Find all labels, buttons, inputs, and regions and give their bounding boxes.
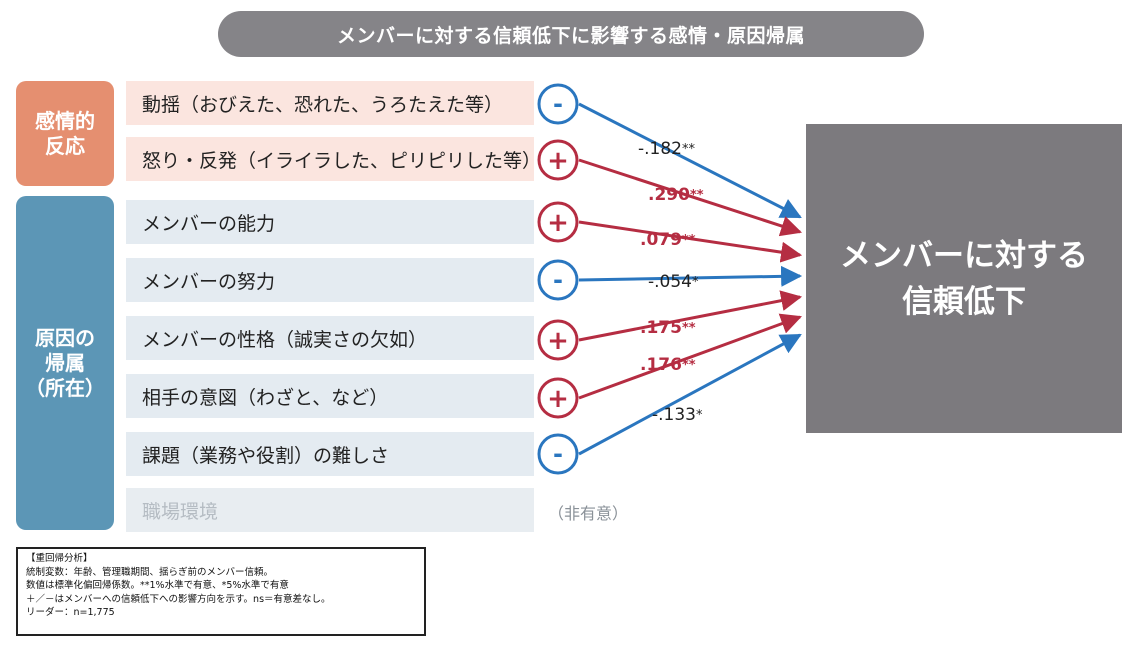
factor-box-member-character: メンバーの性格（誠実さの欠如）: [126, 316, 534, 360]
coef-value: -.054: [648, 272, 692, 292]
sign-symbol: -: [553, 440, 563, 468]
factor-box-workplace: 職場環境: [126, 488, 534, 532]
coef-stars: **: [682, 358, 696, 373]
path-arrow-member-character: [578, 290, 803, 342]
coef-stars: **: [682, 233, 696, 248]
target-outcome-label: メンバーに対する 信頼低下: [840, 237, 1088, 320]
factor-label: メンバーの性格（誠実さの欠如）: [142, 328, 428, 351]
path-arrow-intent: [578, 313, 802, 400]
group-label-attribution: 原因の 帰属 （所在）: [16, 196, 114, 530]
factor-box-member-effort: メンバーの努力: [126, 258, 534, 302]
factor-box-intent: 相手の意図（わざと、など）: [126, 374, 534, 418]
factor-label: 職場環境: [142, 500, 219, 523]
note-line: 統制変数：年齢、管理職期間、揺らぎ前のメンバー信頼。: [26, 566, 274, 578]
note-title: 【重回帰分析】: [26, 553, 93, 564]
minus-sign-circle: [537, 433, 579, 475]
factor-label: メンバーの能力: [142, 212, 276, 235]
plus-sign-circle: [537, 201, 579, 243]
coef-label-task-difficulty: -.133*: [652, 405, 703, 425]
diagram-title: メンバーに対する信頼低下に影響する感情・原因帰属: [218, 11, 924, 57]
coef-label-anger: .290**: [648, 185, 704, 205]
analysis-note: 【重回帰分析】 統制変数：年齢、管理職期間、揺らぎ前のメンバー信頼。 数値は標準…: [16, 547, 426, 636]
coef-value: .079: [640, 230, 682, 250]
factor-label: 怒り・反発（イライラした、ピリピリした等）: [142, 149, 542, 172]
note-line: 数値は標準化偏回帰係数。**1%水準で有意、*5%水準で有意: [26, 580, 289, 592]
path-arrow-member-effort: [578, 265, 803, 287]
sign-symbol: +: [547, 146, 569, 176]
group-label-emotion: 感情的 反応: [16, 81, 114, 186]
path-arrow-member-ability: [578, 220, 803, 263]
target-outcome-box: メンバーに対する 信頼低下: [806, 124, 1122, 433]
sign-symbol: -: [553, 266, 563, 294]
non-significant-label: （非有意）: [548, 504, 629, 523]
coef-label-member-ability: .079**: [640, 230, 696, 250]
plus-sign-circle: [537, 377, 579, 419]
sign-symbol: +: [547, 208, 569, 238]
factor-label: 動揺（おびえた、恐れた、うろたえた等）: [142, 93, 504, 116]
group-label-emotion-text: 感情的 反応: [35, 108, 95, 158]
coef-stars: **: [690, 188, 704, 203]
coef-stars: **: [682, 142, 696, 157]
coef-label-member-effort: -.054*: [648, 272, 699, 292]
sign-symbol: +: [547, 326, 569, 356]
plus-sign-circle: [537, 319, 579, 361]
coef-stars: **: [682, 321, 696, 336]
sign-symbol: -: [553, 90, 563, 118]
factor-label: 相手の意図（わざと、など）: [142, 386, 389, 409]
coef-stars: *: [692, 275, 699, 290]
minus-sign-circle: [537, 83, 579, 125]
factor-box-upset: 動揺（おびえた、恐れた、うろたえた等）: [126, 81, 534, 125]
sign-symbol: +: [547, 384, 569, 414]
factor-box-task-difficulty: 課題（業務や役割）の難しさ: [126, 432, 534, 476]
coef-label-upset: -.182**: [638, 139, 696, 159]
factor-box-member-ability: メンバーの能力: [126, 200, 534, 244]
coef-value: .176: [640, 355, 682, 375]
coef-stars: *: [696, 408, 703, 423]
coef-value: -.133: [652, 405, 696, 425]
path-arrow-anger: [578, 158, 802, 237]
note-line: ＋／－はメンバーへの信頼低下への影響方向を示す。ns＝有意差なし。: [26, 593, 331, 605]
factor-label: 課題（業務や役割）の難しさ: [142, 444, 390, 467]
path-arrow-upset: [578, 102, 802, 219]
plus-sign-circle: [537, 139, 579, 181]
factor-box-anger: 怒り・反発（イライラした、ピリピリした等）: [126, 137, 542, 181]
group-label-attribution-text: 原因の 帰属 （所在）: [25, 325, 105, 400]
coef-value: -.182: [638, 139, 682, 159]
factor-label: メンバーの努力: [142, 270, 276, 293]
note-line: リーダー：n=1,775: [26, 607, 115, 619]
coef-value: .290: [648, 185, 690, 205]
coef-label-member-character: .175**: [640, 318, 696, 338]
minus-sign-circle: [537, 259, 579, 301]
coef-value: .175: [640, 318, 682, 338]
coef-label-intent: .176**: [640, 355, 696, 375]
path-arrow-task-difficulty: [578, 333, 802, 456]
